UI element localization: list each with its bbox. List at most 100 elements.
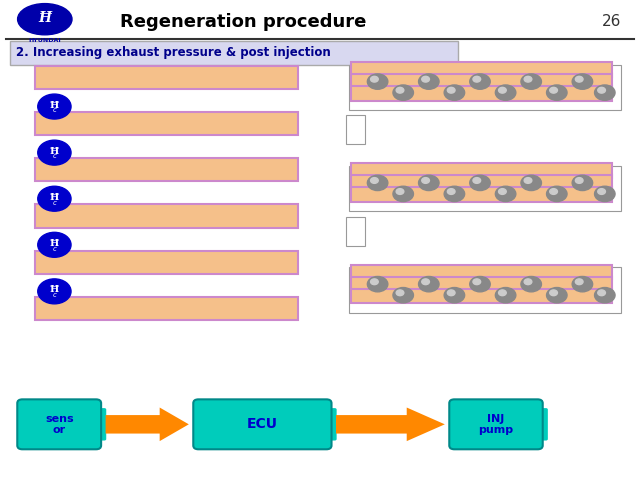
Circle shape — [393, 288, 413, 303]
Circle shape — [419, 74, 439, 89]
Circle shape — [470, 276, 490, 292]
FancyBboxPatch shape — [17, 399, 101, 449]
Circle shape — [444, 85, 465, 100]
Polygon shape — [336, 408, 445, 441]
Circle shape — [367, 276, 388, 292]
Circle shape — [524, 178, 532, 183]
Circle shape — [495, 288, 516, 303]
Text: ECU: ECU — [247, 417, 278, 432]
Text: c: c — [52, 200, 56, 205]
Circle shape — [396, 87, 404, 93]
Circle shape — [547, 288, 567, 303]
Text: Ħ: Ħ — [50, 193, 59, 202]
Circle shape — [444, 288, 465, 303]
Text: 2. Increasing exhaust pressure & post injection: 2. Increasing exhaust pressure & post in… — [16, 46, 331, 60]
Text: c: c — [52, 154, 56, 159]
Text: HYUNDAI: HYUNDAI — [28, 38, 61, 43]
Circle shape — [524, 279, 532, 285]
Text: Ħ: Ħ — [50, 147, 59, 156]
Circle shape — [547, 85, 567, 100]
Circle shape — [470, 175, 490, 191]
Text: sens
or: sens or — [45, 414, 74, 435]
Bar — [351, 289, 612, 303]
Circle shape — [521, 175, 541, 191]
Circle shape — [572, 175, 593, 191]
Text: Ħ: Ħ — [50, 239, 59, 248]
Circle shape — [38, 232, 71, 257]
FancyBboxPatch shape — [10, 41, 458, 65]
Bar — [351, 62, 612, 77]
Text: Ħ: Ħ — [50, 101, 59, 109]
Circle shape — [521, 276, 541, 292]
Bar — [35, 158, 298, 181]
Bar — [351, 265, 612, 279]
Bar — [349, 267, 621, 313]
Circle shape — [595, 288, 615, 303]
Circle shape — [550, 87, 557, 93]
Circle shape — [598, 87, 605, 93]
Circle shape — [499, 189, 506, 194]
Circle shape — [470, 74, 490, 89]
Bar — [35, 204, 298, 228]
Circle shape — [495, 85, 516, 100]
Circle shape — [444, 186, 465, 202]
Polygon shape — [106, 408, 189, 441]
Circle shape — [473, 279, 481, 285]
Circle shape — [495, 186, 516, 202]
Circle shape — [499, 87, 506, 93]
Bar — [351, 163, 612, 178]
Circle shape — [575, 178, 583, 183]
Circle shape — [575, 279, 583, 285]
Text: c: c — [52, 292, 56, 298]
Circle shape — [547, 186, 567, 202]
Text: c: c — [52, 246, 56, 252]
Text: Ħ: Ħ — [38, 11, 51, 25]
Bar — [351, 175, 612, 190]
Circle shape — [371, 178, 378, 183]
Text: Ħ: Ħ — [50, 286, 59, 294]
Circle shape — [367, 74, 388, 89]
Circle shape — [447, 290, 455, 296]
Circle shape — [393, 85, 413, 100]
Circle shape — [595, 186, 615, 202]
Bar — [349, 65, 621, 110]
Circle shape — [524, 76, 532, 82]
Bar — [35, 112, 298, 135]
Circle shape — [598, 189, 605, 194]
Circle shape — [38, 94, 71, 119]
FancyBboxPatch shape — [532, 408, 548, 441]
Circle shape — [598, 290, 605, 296]
Text: c: c — [52, 108, 56, 113]
FancyBboxPatch shape — [193, 399, 332, 449]
Text: Regeneration procedure: Regeneration procedure — [120, 12, 366, 31]
Circle shape — [38, 186, 71, 211]
Circle shape — [419, 175, 439, 191]
FancyBboxPatch shape — [321, 408, 337, 441]
Circle shape — [572, 74, 593, 89]
Bar — [35, 66, 298, 89]
Circle shape — [473, 76, 481, 82]
Circle shape — [473, 178, 481, 183]
Circle shape — [393, 186, 413, 202]
Bar — [346, 115, 365, 144]
Circle shape — [38, 279, 71, 304]
Circle shape — [38, 140, 71, 165]
Bar — [351, 277, 612, 291]
Text: 26: 26 — [602, 14, 621, 29]
Circle shape — [371, 279, 378, 285]
Circle shape — [550, 189, 557, 194]
Circle shape — [422, 76, 429, 82]
Bar — [346, 217, 365, 246]
Circle shape — [447, 189, 455, 194]
Circle shape — [595, 85, 615, 100]
Circle shape — [396, 189, 404, 194]
Bar — [35, 297, 298, 320]
Bar — [351, 74, 612, 89]
Ellipse shape — [18, 3, 72, 35]
Circle shape — [447, 87, 455, 93]
Circle shape — [367, 175, 388, 191]
Circle shape — [396, 290, 404, 296]
Bar — [351, 187, 612, 202]
Circle shape — [572, 276, 593, 292]
Circle shape — [422, 178, 429, 183]
